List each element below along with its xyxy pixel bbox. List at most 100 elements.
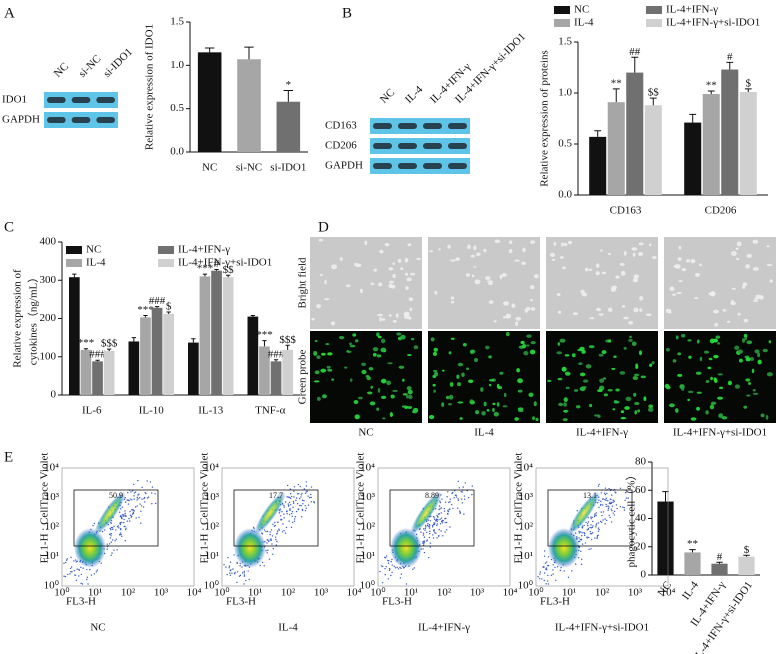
cell bbox=[485, 276, 491, 280]
x-tick-label: 10⁰ bbox=[54, 587, 70, 599]
gate-percent: 50.9 bbox=[109, 491, 123, 500]
event-dot bbox=[104, 529, 106, 531]
event-dot bbox=[457, 499, 460, 501]
cell bbox=[563, 243, 568, 247]
bar bbox=[151, 307, 163, 395]
cell bbox=[639, 296, 644, 301]
event-dot bbox=[464, 482, 467, 484]
event-dot bbox=[137, 494, 139, 496]
event-dot bbox=[429, 530, 431, 533]
y-tick-label: 10⁴ bbox=[44, 462, 59, 474]
event-dot bbox=[428, 523, 431, 526]
fluorescent-cell bbox=[528, 392, 534, 398]
legend-label: IL-4+IFN-γ bbox=[178, 244, 230, 256]
event-dot bbox=[293, 520, 296, 522]
cell bbox=[502, 315, 506, 319]
fluorescent-cell bbox=[579, 372, 586, 377]
event-dot bbox=[463, 513, 465, 515]
fluorescent-cell bbox=[450, 337, 455, 340]
fluorescent-cell bbox=[366, 376, 371, 381]
event-dot bbox=[144, 491, 146, 494]
cell bbox=[405, 286, 409, 290]
event-dot bbox=[567, 576, 570, 579]
event-dot bbox=[263, 529, 266, 531]
bar bbox=[684, 122, 702, 195]
event-dot bbox=[545, 567, 548, 569]
x-tick-label: 10² bbox=[437, 587, 452, 599]
fluorescent-cell bbox=[709, 338, 715, 344]
event-dot bbox=[231, 572, 233, 574]
event-dot bbox=[441, 498, 443, 500]
fluorescent-cell bbox=[406, 395, 409, 399]
event-dot bbox=[118, 534, 121, 536]
event-dot bbox=[106, 548, 108, 550]
event-dot bbox=[604, 499, 606, 501]
event-dot bbox=[132, 512, 135, 515]
fluorescent-cell bbox=[749, 357, 755, 362]
event-dot bbox=[120, 508, 122, 510]
flow-frame bbox=[377, 467, 511, 587]
event-dot bbox=[290, 526, 293, 529]
cell bbox=[450, 296, 455, 300]
fluorescent-cell bbox=[370, 385, 374, 389]
legend-label: NC bbox=[86, 244, 101, 256]
event-dot bbox=[463, 498, 466, 500]
event-dot bbox=[447, 510, 449, 512]
error-bar bbox=[191, 338, 196, 343]
fluorescent-cell bbox=[353, 400, 359, 405]
event-dot bbox=[124, 510, 126, 512]
event-dot bbox=[606, 519, 608, 522]
cell bbox=[503, 301, 508, 305]
event-dot bbox=[589, 531, 592, 533]
significance-label: *** bbox=[137, 304, 154, 316]
row-label: CD206 bbox=[325, 140, 357, 152]
event-dot bbox=[437, 516, 439, 518]
cell bbox=[499, 274, 503, 280]
significance-label: # bbox=[727, 51, 733, 63]
event-dot bbox=[74, 574, 76, 576]
cell bbox=[324, 298, 330, 301]
plot-label: IL-4 bbox=[278, 622, 298, 634]
event-dot bbox=[129, 514, 132, 517]
event-dot bbox=[69, 567, 72, 570]
event-dot bbox=[610, 521, 613, 523]
cell bbox=[672, 293, 677, 296]
cell bbox=[588, 268, 593, 272]
fluorescent-cell bbox=[517, 407, 524, 411]
gate-percent: 13.1 bbox=[583, 491, 597, 500]
fluorescent-cell bbox=[522, 343, 527, 349]
cell bbox=[731, 299, 735, 305]
event-dot bbox=[436, 514, 438, 517]
event-dot bbox=[574, 532, 577, 534]
fluorescent-cell bbox=[430, 337, 435, 342]
fluorescent-cell bbox=[558, 402, 564, 407]
gate bbox=[547, 489, 633, 547]
y-tick-label: 10² bbox=[519, 521, 534, 533]
event-dot bbox=[432, 534, 434, 536]
fluorescent-cell bbox=[713, 377, 717, 382]
event-dot bbox=[133, 498, 135, 500]
cell bbox=[407, 243, 412, 247]
event-dot bbox=[135, 517, 137, 519]
cell bbox=[364, 240, 368, 246]
event-dot bbox=[155, 502, 157, 505]
fluorescent-cell bbox=[434, 371, 439, 377]
legend-swatch bbox=[158, 259, 174, 267]
event-dot bbox=[136, 499, 138, 501]
fluorescent-cell bbox=[651, 361, 655, 365]
event-dot bbox=[598, 483, 600, 486]
fluorescent-cell bbox=[488, 383, 492, 387]
fluorescent-cell bbox=[628, 339, 633, 342]
event-dot bbox=[93, 522, 96, 525]
event-dot bbox=[543, 572, 546, 574]
fluorescent-cell bbox=[631, 341, 637, 347]
y-tick-label: 10¹ bbox=[519, 550, 533, 562]
fluorescent-cell bbox=[561, 366, 567, 372]
bar bbox=[247, 316, 259, 395]
event-dot bbox=[422, 528, 425, 530]
event-dot bbox=[546, 561, 548, 563]
event-dot bbox=[433, 530, 435, 532]
fluorescent-cell bbox=[718, 413, 724, 419]
cell bbox=[508, 240, 513, 245]
event-dot bbox=[598, 506, 600, 509]
